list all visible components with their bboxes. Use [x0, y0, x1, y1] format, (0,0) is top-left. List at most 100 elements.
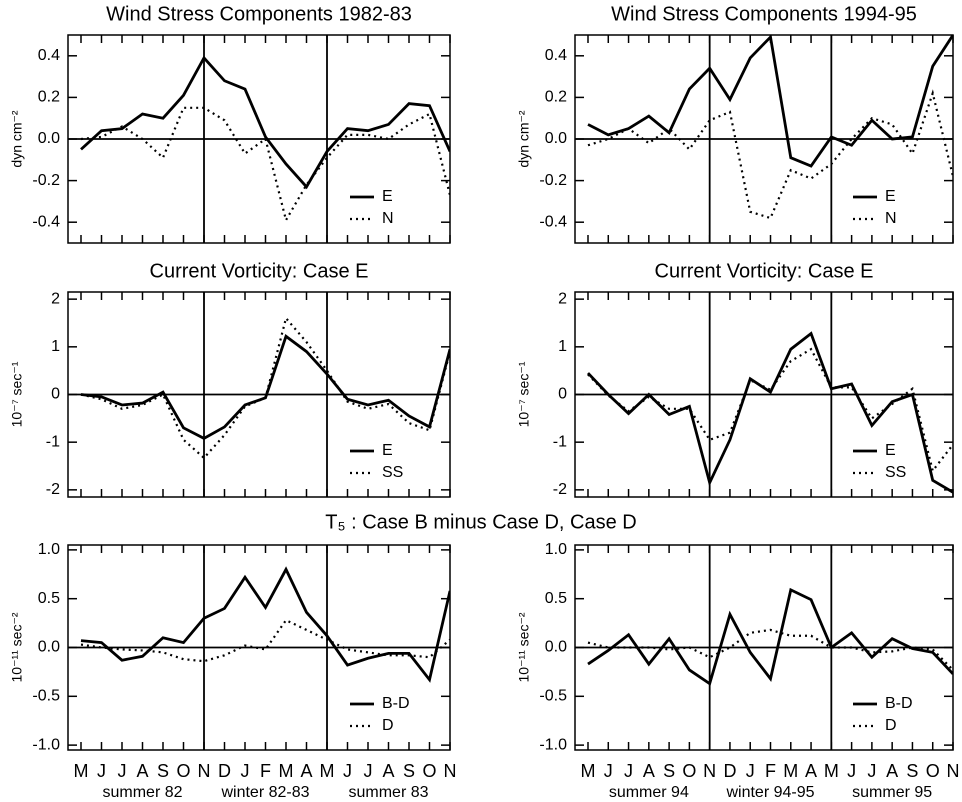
- x-tick-label: M: [581, 761, 596, 781]
- y-tick-label: 0.4: [545, 47, 567, 64]
- y-tick-label: -1.0: [539, 736, 567, 753]
- series-line: [587, 35, 953, 168]
- period-label: winter 82-83: [220, 784, 309, 801]
- y-tick-label: -0.2: [32, 172, 60, 189]
- x-tick-label: M: [824, 761, 839, 781]
- series-line: [587, 587, 953, 686]
- y-tick-label: -1.0: [32, 736, 60, 753]
- plot-frame: [574, 34, 954, 244]
- x-tick-label: A: [300, 761, 312, 781]
- legend-label: E: [885, 442, 896, 459]
- x-tick-label: D: [723, 761, 736, 781]
- x-tick-label: A: [886, 761, 898, 781]
- x-tick-label: N: [703, 761, 716, 781]
- y-tick-label: 0.2: [545, 89, 567, 106]
- x-tick-label: A: [382, 761, 394, 781]
- chart-title: Current Vorticity: Case E: [655, 260, 874, 282]
- series-line: [587, 628, 953, 671]
- legend-label: SS: [885, 464, 906, 481]
- y-tick-label: -0.4: [32, 213, 60, 230]
- x-tick-label: J: [364, 761, 373, 781]
- legend-label: E: [885, 188, 896, 205]
- y-tick-label: 1.0: [38, 541, 60, 558]
- y-tick-label: 0.5: [38, 590, 60, 607]
- plot-frame: [574, 291, 954, 498]
- x-tick-label: D: [218, 761, 231, 781]
- y-tick-label: 2: [51, 290, 60, 307]
- x-tick-label: M: [279, 761, 294, 781]
- y-tick-label: 0: [51, 386, 60, 403]
- legend-label: B-D: [382, 695, 410, 712]
- y-tick-label: -1: [553, 433, 567, 450]
- x-tick-label: A: [136, 761, 148, 781]
- series-line: [586, 331, 953, 494]
- plot-frame: [67, 34, 451, 244]
- x-tick-label: M: [320, 761, 335, 781]
- y-tick-label: 1.0: [545, 541, 567, 558]
- y-tick-label: -2: [46, 481, 60, 498]
- chart-title: Current Vorticity: Case E: [150, 260, 369, 282]
- y-axis-label: 10⁻⁷ sec⁻¹: [516, 361, 532, 427]
- x-tick-label: M: [783, 761, 798, 781]
- x-tick-label: F: [765, 761, 776, 781]
- y-tick-label: 0.0: [545, 639, 567, 656]
- x-tick-label: O: [422, 761, 436, 781]
- x-tick-label: S: [403, 761, 415, 781]
- x-tick-label: O: [176, 761, 190, 781]
- series-line: [80, 55, 450, 190]
- x-tick-label: N: [198, 761, 211, 781]
- plot-frame: [67, 291, 451, 498]
- x-tick-label: J: [746, 761, 755, 781]
- legend-label: N: [382, 210, 394, 227]
- legend-label: SS: [382, 464, 403, 481]
- y-axis-label: dyn cm⁻²: [516, 110, 532, 168]
- x-tick-label: M: [74, 761, 89, 781]
- x-tick-label: A: [643, 761, 655, 781]
- x-tick-label: J: [604, 761, 613, 781]
- y-tick-label: 0.0: [38, 639, 60, 656]
- legend-label: D: [382, 717, 394, 734]
- series-line: [80, 106, 450, 224]
- period-label: summer 94: [609, 784, 689, 801]
- x-tick-label: F: [260, 761, 271, 781]
- y-tick-label: 0.4: [38, 47, 60, 64]
- x-tick-label: O: [926, 761, 940, 781]
- period-label: winter 94-95: [725, 784, 814, 801]
- series-line: [80, 618, 450, 663]
- chart-title: T₅ : Case B minus Case D, Case D: [325, 511, 636, 533]
- x-tick-label: S: [906, 761, 918, 781]
- y-tick-label: -0.2: [539, 172, 567, 189]
- x-tick-label: J: [867, 761, 876, 781]
- y-tick-label: -0.5: [539, 688, 567, 705]
- y-tick-label: 0.0: [545, 130, 567, 147]
- x-tick-label: J: [241, 761, 250, 781]
- plot-frame: [574, 544, 954, 751]
- y-tick-label: -0.5: [32, 688, 60, 705]
- y-axis-label: 10⁻¹¹ sec⁻²: [9, 612, 25, 682]
- plot-frame: [67, 544, 451, 751]
- y-tick-label: 0.5: [545, 590, 567, 607]
- y-tick-label: 1: [51, 338, 60, 355]
- x-tick-label: J: [624, 761, 633, 781]
- series-line: [80, 566, 450, 683]
- period-label: summer 95: [852, 784, 932, 801]
- x-tick-label: J: [97, 761, 106, 781]
- series-line: [80, 315, 450, 460]
- y-tick-label: 2: [558, 290, 567, 307]
- x-tick-label: O: [682, 761, 696, 781]
- x-tick-label: S: [663, 761, 675, 781]
- y-tick-label: 0.2: [38, 89, 60, 106]
- series-line: [587, 347, 953, 474]
- x-tick-label: N: [947, 761, 960, 781]
- y-tick-label: -0.4: [539, 213, 567, 230]
- y-tick-label: 0: [558, 386, 567, 403]
- y-tick-label: -1: [46, 433, 60, 450]
- y-tick-label: 0.0: [38, 130, 60, 147]
- x-tick-label: J: [118, 761, 127, 781]
- x-tick-label: N: [444, 761, 457, 781]
- x-tick-label: J: [343, 761, 352, 781]
- y-tick-label: 1: [558, 338, 567, 355]
- chart-title: Wind Stress Components 1994-95: [611, 3, 917, 25]
- series-line: [587, 89, 953, 220]
- x-tick-label: A: [805, 761, 817, 781]
